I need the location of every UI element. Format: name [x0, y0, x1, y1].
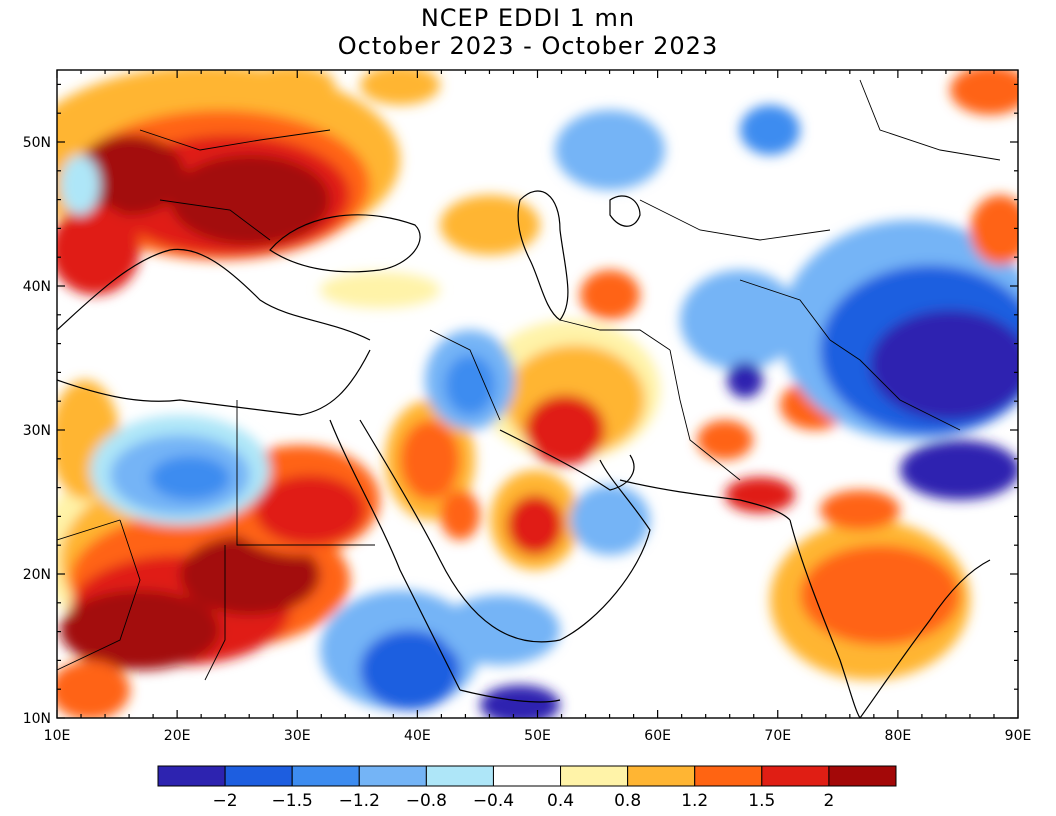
- legend-label: 0.8: [614, 791, 641, 811]
- legend-labels: −2 −1.5 −1.2 −0.8 −0.4 0.4 0.8 1.2 1.5 2: [213, 791, 835, 811]
- legend-swatch: [224, 765, 293, 787]
- lat-tick-labels: 10N 20N 30N 40N 50N: [23, 135, 51, 727]
- lat-tick-label: 40N: [23, 279, 51, 295]
- legend-label: 0.4: [547, 791, 574, 811]
- lat-tick-label: 50N: [23, 135, 51, 151]
- legend-label: 1.2: [681, 791, 708, 811]
- lon-tick-label: 60E: [644, 728, 671, 744]
- lon-tick-label: 10E: [44, 728, 71, 744]
- legend-colorbar: [157, 765, 897, 787]
- legend-label: −1.2: [339, 791, 380, 811]
- legend-swatch: [761, 765, 830, 787]
- legend-label: −0.8: [406, 791, 447, 811]
- axis-ticks: [56, 70, 1019, 719]
- legend-swatch: [425, 765, 494, 787]
- legend-label: −0.4: [473, 791, 514, 811]
- legend-swatch: [157, 765, 226, 787]
- map-title: NCEP EDDI 1 mn: [420, 4, 636, 32]
- legend-swatch: [358, 765, 427, 787]
- coastlines: [57, 190, 991, 718]
- legend-label: −2: [213, 791, 238, 811]
- legend-swatch: [627, 765, 696, 787]
- legend-label: −1.5: [272, 791, 313, 811]
- eddi-field: [57, 70, 1018, 718]
- lon-tick-label: 20E: [164, 728, 191, 744]
- legend-swatch: [560, 765, 629, 787]
- legend-swatch: [694, 765, 763, 787]
- legend-swatch: [828, 765, 897, 787]
- lon-tick-label: 90E: [1005, 728, 1032, 744]
- lon-tick-label: 80E: [885, 728, 912, 744]
- lon-tick-label: 70E: [764, 728, 791, 744]
- lat-tick-label: 10N: [23, 711, 51, 727]
- map-subtitle: October 2023 - October 2023: [337, 32, 719, 60]
- legend-swatch: [291, 765, 360, 787]
- legend-swatch: [492, 765, 562, 787]
- lat-tick-label: 20N: [23, 567, 51, 583]
- legend-label: 2: [823, 791, 834, 811]
- lon-tick-label: 30E: [284, 728, 311, 744]
- lat-tick-label: 30N: [23, 423, 51, 439]
- lon-tick-label: 40E: [404, 728, 431, 744]
- borders: [57, 79, 1001, 681]
- lon-tick-label: 50E: [524, 728, 551, 744]
- lon-tick-labels: 10E 20E 30E 40E 50E 60E 70E 80E 90E: [44, 728, 1032, 744]
- legend-label: 1.5: [748, 791, 775, 811]
